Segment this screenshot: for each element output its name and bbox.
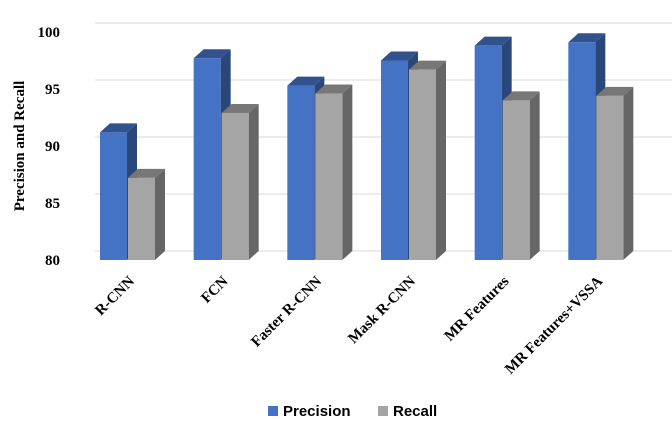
bar-side <box>529 91 540 261</box>
bar-top <box>502 91 540 101</box>
y-tick-label: 100 <box>38 25 61 41</box>
bar-recall-3 <box>409 60 446 261</box>
bar-side <box>248 103 259 260</box>
bar-top <box>474 36 512 46</box>
x-category-label: FCN <box>198 273 231 306</box>
bar-top <box>315 84 353 94</box>
bar-recall-1 <box>221 103 259 260</box>
bar-recall-5 <box>596 86 634 260</box>
bar-top <box>568 33 606 43</box>
bar-top <box>287 76 325 86</box>
y-tick-label: 95 <box>45 82 60 98</box>
bar-front <box>568 42 596 261</box>
bar-front <box>221 112 249 260</box>
bar-top <box>381 51 418 61</box>
legend-label: Precision <box>283 403 351 420</box>
legend: Precision Recall <box>268 403 437 420</box>
bar-top <box>193 49 231 59</box>
bar-top <box>100 123 137 133</box>
y-tick-label: 90 <box>45 139 60 155</box>
bar-front <box>474 45 502 261</box>
legend-swatch <box>268 406 278 416</box>
y-axis-ticks: 80 85 90 95 100 <box>38 25 61 269</box>
legend-label: Recall <box>393 403 437 420</box>
bar-front <box>381 60 408 260</box>
bar-front <box>315 93 343 260</box>
x-category-label: MR Features <box>442 273 513 344</box>
x-axis-categories: R-CNN FCN Faster R-CNN Mask R-CNN MR Feature… <box>92 273 606 377</box>
bar-front <box>287 85 315 260</box>
bar-recall-2 <box>315 84 353 260</box>
bar-recall-4 <box>502 91 540 261</box>
bar-front <box>128 177 155 260</box>
bar-side <box>623 86 634 260</box>
bars <box>100 33 634 261</box>
x-category-label: Faster R-CNN <box>248 273 325 350</box>
bar-front <box>193 58 221 260</box>
y-axis-title: Precision and Recall <box>12 81 28 212</box>
y-tick-label: 80 <box>45 253 60 269</box>
bar-side <box>436 60 446 261</box>
bar-side <box>342 84 353 260</box>
bar-front <box>502 100 530 261</box>
x-category-label: Mask R-CNN <box>345 273 419 347</box>
bar-top <box>128 168 165 178</box>
bar-front <box>100 132 127 260</box>
x-category-label: MR Features+VSSA <box>502 273 606 377</box>
y-tick-label: 85 <box>45 196 60 212</box>
bar-top <box>409 60 446 70</box>
bar-side <box>155 168 165 260</box>
bar-front <box>596 95 624 260</box>
bar-front <box>409 69 436 261</box>
bar-top <box>596 86 634 96</box>
bar-recall-0 <box>128 168 165 260</box>
x-category-label: R-CNN <box>92 273 138 319</box>
bar-top <box>221 103 259 113</box>
legend-swatch <box>378 406 388 416</box>
